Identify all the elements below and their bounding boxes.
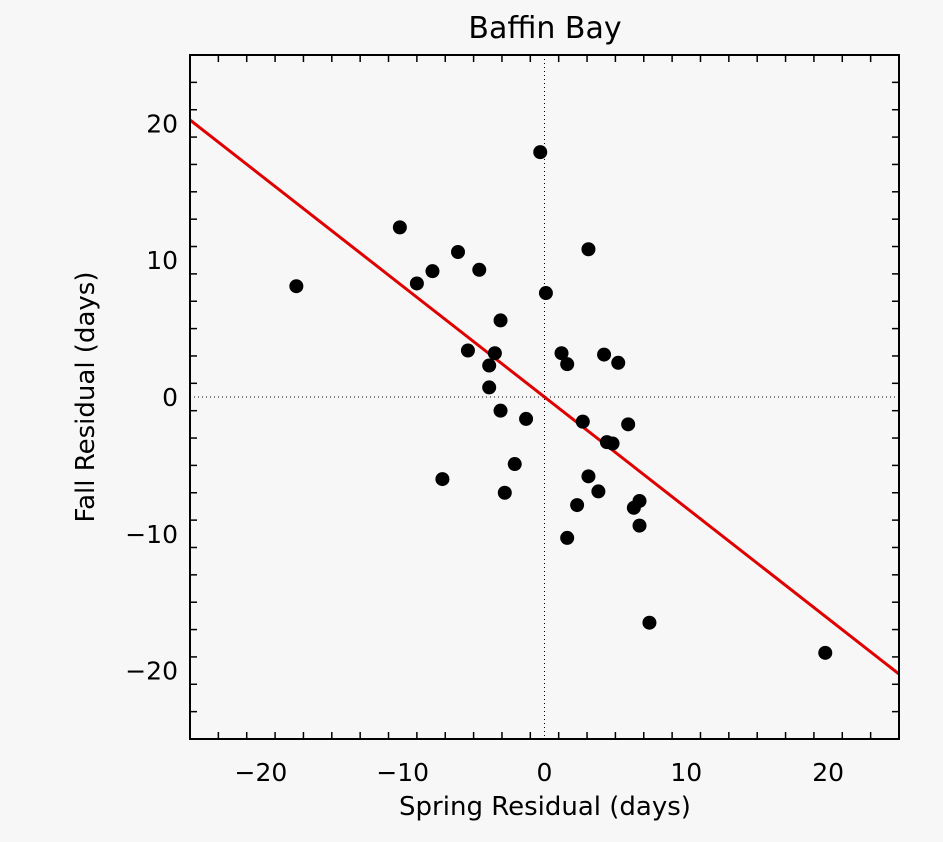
data-point-20 [560, 530, 575, 545]
data-point-35 [818, 645, 833, 660]
data-point-29 [611, 355, 626, 370]
data-point-15 [519, 411, 534, 426]
data-point-3 [425, 264, 440, 279]
data-point-33 [632, 518, 647, 533]
y-tick-label: −10 [125, 520, 178, 549]
data-point-5 [451, 244, 466, 259]
data-point-28 [605, 436, 620, 451]
x-tick-label: 0 [537, 758, 553, 787]
data-point-2 [409, 276, 424, 291]
data-point-11 [493, 313, 508, 328]
data-point-13 [497, 485, 512, 500]
data-point-22 [575, 414, 590, 429]
data-point-26 [597, 347, 612, 362]
y-tick-label: 20 [146, 109, 178, 138]
data-point-18 [554, 346, 569, 361]
data-point-4 [435, 472, 450, 487]
data-point-8 [482, 358, 497, 373]
data-point-9 [482, 380, 497, 395]
plot-frame [189, 54, 900, 740]
y-tick-label: 0 [162, 383, 178, 412]
x-tick-label: 20 [812, 758, 844, 787]
data-point-17 [538, 286, 553, 301]
data-point-14 [507, 457, 522, 472]
data-point-21 [570, 498, 585, 513]
data-point-30 [621, 417, 636, 432]
x-tick-label: −10 [376, 758, 429, 787]
data-point-16 [533, 145, 548, 160]
data-point-10 [487, 346, 502, 361]
data-point-24 [581, 469, 596, 484]
data-point-25 [591, 484, 606, 499]
data-point-23 [581, 242, 596, 257]
data-point-34 [642, 615, 657, 630]
data-point-32 [632, 493, 647, 508]
y-tick-label: 10 [146, 246, 178, 275]
fit-line [190, 118, 899, 676]
plot-area [190, 55, 899, 739]
data-point-0 [289, 279, 304, 294]
y-tick-label: −20 [125, 657, 178, 686]
data-point-7 [472, 262, 487, 277]
chart-title: Baffin Bay [468, 11, 621, 46]
x-tick-label: −20 [235, 758, 288, 787]
x-tick-label: 10 [670, 758, 702, 787]
data-point-1 [392, 220, 407, 235]
data-point-12 [493, 403, 508, 418]
y-axis-label: Fall Residual (days) [71, 272, 101, 523]
axis-ticks: −20 −10 0 10 20 −20 −10 0 10 20 [125, 54, 900, 787]
x-axis-label: Spring Residual (days) [399, 792, 691, 822]
data-point-19 [560, 357, 575, 372]
data-point-6 [460, 343, 475, 358]
